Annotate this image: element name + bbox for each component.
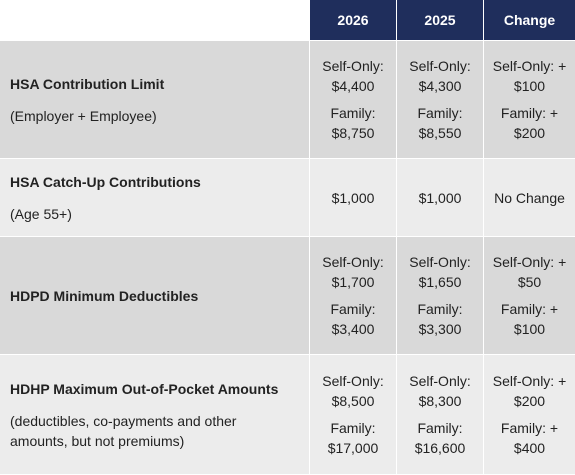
family-value: $400 (513, 440, 546, 456)
family-label: Family: (417, 301, 463, 317)
value-cell-2025: Self-Only: $1,650 Family: $3,300 (397, 237, 484, 355)
self-only-label: Self-Only: + (492, 58, 567, 74)
row-title: HDPD Minimum Deductibles (10, 287, 199, 304)
value-cell-2026: $1,000 (310, 159, 397, 237)
self-only-value: $8,300 (418, 393, 462, 409)
value-cell-2025: $1,000 (397, 159, 484, 237)
value-cell-2026: Self-Only: $1,700 Family: $3,400 (310, 237, 397, 355)
header-row: 2026 2025 Change (0, 0, 575, 41)
family-value: $200 (513, 125, 546, 141)
family-label: Family: (417, 105, 463, 121)
row-label-cell: HSA Catch-Up Contributions (Age 55+) (0, 159, 310, 237)
value-cell-change: Self-Only: + $100 Family: + $200 (484, 41, 575, 159)
self-only-label: Self-Only: (409, 58, 471, 74)
family-label: Family: + (500, 105, 559, 121)
header-blank-cell (0, 0, 310, 41)
row-label-cell: HSA Contribution Limit (Employer + Emplo… (0, 41, 310, 159)
family-label: Family: + (500, 301, 559, 317)
self-only-value: $1,650 (418, 274, 462, 290)
table-row-hsa-catch-up: HSA Catch-Up Contributions (Age 55+) $1,… (0, 159, 575, 237)
self-only-label: Self-Only: (322, 58, 384, 74)
row-title: HSA Catch-Up Contributions (10, 173, 201, 190)
row-title: HSA Contribution Limit (10, 75, 165, 92)
family-value: $17,000 (327, 440, 379, 456)
table-row-hdhp-max-out-of-pocket: HDHP Maximum Out-of-Pocket Amounts (dedu… (0, 355, 575, 475)
self-only-value: $8,500 (331, 393, 375, 409)
table-row-hsa-contribution-limit: HSA Contribution Limit (Employer + Emplo… (0, 41, 575, 159)
self-only-value: $4,400 (331, 78, 375, 94)
header-change: Change (484, 0, 575, 41)
header-2026: 2026 (310, 0, 397, 41)
family-value: $3,300 (418, 321, 462, 337)
self-only-value: $1,700 (331, 274, 375, 290)
family-label: Family: (330, 301, 376, 317)
header-2025: 2025 (397, 0, 484, 41)
value-cell-change: Self-Only: + $200 Family: + $400 (484, 355, 575, 475)
row-subtitle: (Employer + Employee) (10, 107, 157, 124)
row-subtitle: (deductibles, co-payments and other amou… (10, 411, 306, 451)
family-value: $8,550 (418, 125, 462, 141)
self-only-value: $200 (513, 393, 546, 409)
value-cell-2026: Self-Only: $4,400 Family: $8,750 (310, 41, 397, 159)
value-cell-2026: Self-Only: $8,500 Family: $17,000 (310, 355, 397, 475)
row-label-cell: HDHP Maximum Out-of-Pocket Amounts (dedu… (0, 355, 310, 475)
self-only-label: Self-Only: + (492, 373, 567, 389)
family-value: $8,750 (331, 125, 375, 141)
family-value: $100 (513, 321, 546, 337)
row-subtitle-line: amounts, but not premiums) (10, 432, 185, 449)
family-label: Family: (330, 420, 376, 436)
row-title: HDHP Maximum Out-of-Pocket Amounts (10, 380, 279, 397)
self-only-label: Self-Only: + (492, 254, 567, 270)
value-cell-change: Self-Only: + $50 Family: + $100 (484, 237, 575, 355)
family-label: Family: (417, 420, 463, 436)
value-cell-2025: Self-Only: $4,300 Family: $8,550 (397, 41, 484, 159)
row-label-cell: HDPD Minimum Deductibles (0, 237, 310, 355)
row-subtitle-line: (deductibles, co-payments and other (10, 412, 237, 429)
self-only-value: $50 (517, 274, 542, 290)
family-label: Family: + (500, 420, 559, 436)
value-cell-change: No Change (484, 159, 575, 237)
self-only-value: $4,300 (418, 78, 462, 94)
self-only-value: $100 (513, 78, 546, 94)
self-only-label: Self-Only: (322, 373, 384, 389)
table-row-hdpd-minimum-deductibles: HDPD Minimum Deductibles Self-Only: $1,7… (0, 237, 575, 355)
family-label: Family: (330, 105, 376, 121)
self-only-label: Self-Only: (409, 254, 471, 270)
self-only-label: Self-Only: (409, 373, 471, 389)
family-value: $16,600 (414, 440, 466, 456)
value-cell-2025: Self-Only: $8,300 Family: $16,600 (397, 355, 484, 475)
family-value: $3,400 (331, 321, 375, 337)
row-subtitle: (Age 55+) (10, 205, 72, 222)
self-only-label: Self-Only: (322, 254, 384, 270)
